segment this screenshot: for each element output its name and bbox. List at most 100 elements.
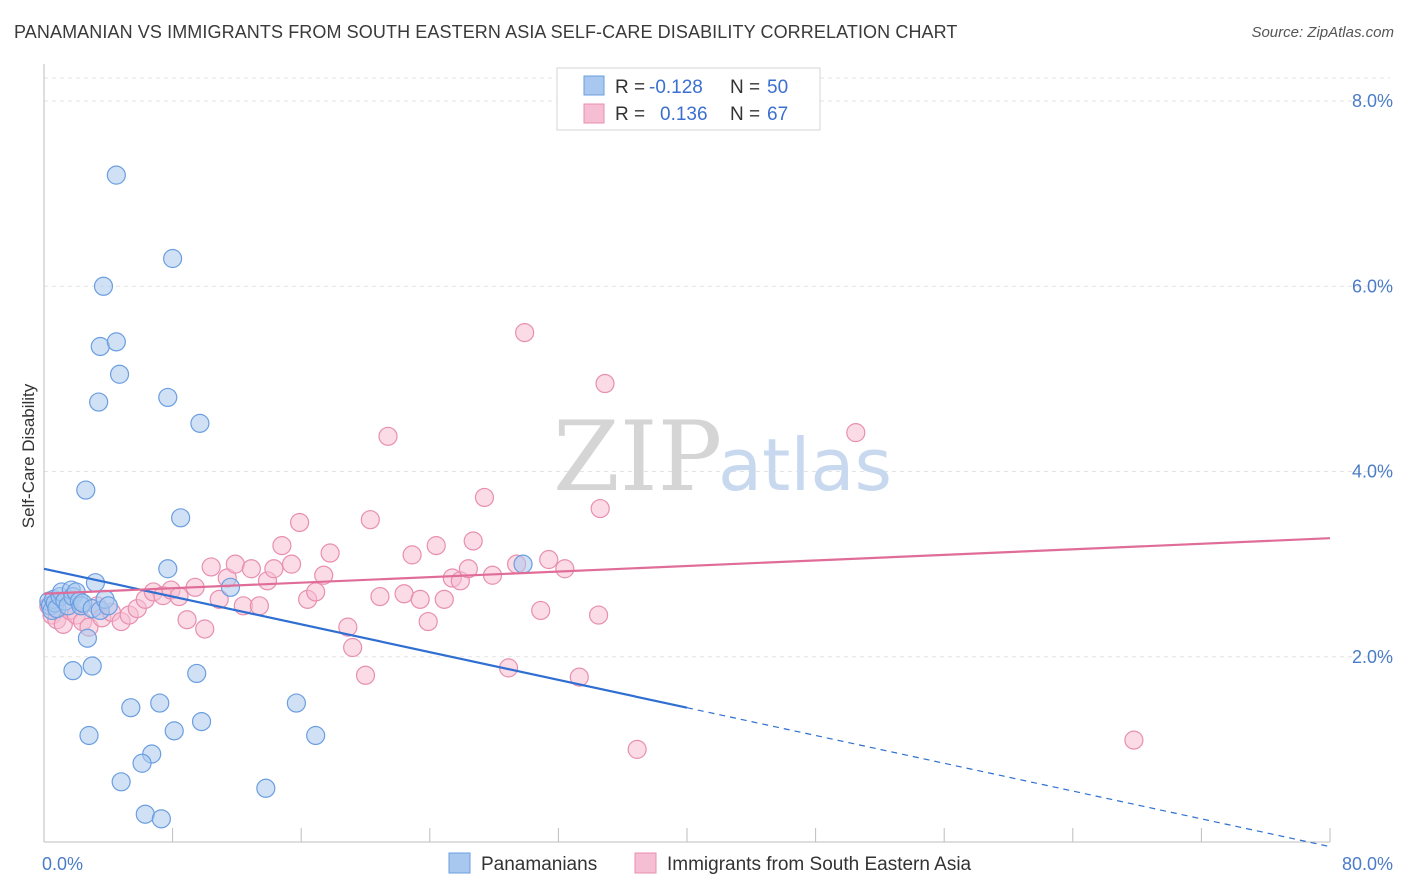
point-panamanians-45 bbox=[306, 725, 326, 746]
point-immigrants-39 bbox=[343, 637, 363, 658]
point-panamanians-48 bbox=[111, 772, 131, 792]
point-immigrants-35 bbox=[306, 582, 326, 602]
x-tick-label-0: 0.0% bbox=[42, 854, 83, 874]
point-immigrants-48 bbox=[426, 536, 446, 556]
trend-line-immigrants bbox=[43, 537, 1331, 595]
point-panamanians-28 bbox=[158, 387, 178, 408]
legend-label-panamanians: Panamanians bbox=[481, 854, 597, 875]
legend-swatch-blue bbox=[583, 75, 605, 96]
point-immigrants-28 bbox=[249, 596, 270, 616]
point-panamanians-50 bbox=[135, 804, 155, 824]
point-panamanians-38 bbox=[187, 663, 207, 684]
legend-r-value-blue: -0.128 bbox=[649, 77, 703, 98]
series-legend: Panamanians Immigrants from South Easter… bbox=[448, 852, 972, 875]
series-immigrants-points bbox=[39, 322, 1144, 759]
series-panamanians-points bbox=[39, 165, 533, 829]
point-immigrants-32 bbox=[281, 554, 302, 574]
point-immigrants-45 bbox=[402, 545, 422, 565]
point-immigrants-58 bbox=[515, 322, 535, 343]
point-panamanians-27 bbox=[89, 392, 109, 412]
point-immigrants-43 bbox=[378, 426, 398, 446]
trend-line-panamanians-extension bbox=[686, 707, 1331, 848]
x-tick-label-1: 80.0% bbox=[1342, 854, 1393, 874]
y-tick-label-3: 8.0% bbox=[1352, 91, 1393, 111]
point-immigrants-64 bbox=[590, 498, 610, 519]
point-panamanians-40 bbox=[286, 693, 306, 713]
axes bbox=[43, 64, 1331, 843]
chart-title: PANAMANIAN VS IMMIGRANTS FROM SOUTH EAST… bbox=[14, 22, 958, 42]
point-panamanians-43 bbox=[164, 721, 184, 741]
point-panamanians-33 bbox=[220, 577, 241, 597]
point-immigrants-66 bbox=[627, 739, 647, 759]
point-immigrants-59 bbox=[531, 600, 551, 621]
point-panamanians-21 bbox=[106, 165, 126, 185]
point-immigrants-40 bbox=[355, 665, 376, 685]
point-immigrants-37 bbox=[320, 543, 340, 563]
y-axis-title: Self-Care Disability bbox=[19, 383, 38, 528]
point-immigrants-63 bbox=[588, 605, 609, 625]
point-immigrants-65 bbox=[595, 373, 615, 394]
point-panamanians-39 bbox=[150, 693, 170, 713]
point-panamanians-34 bbox=[513, 554, 533, 574]
point-panamanians-35 bbox=[77, 628, 98, 648]
y-tick-label-2: 6.0% bbox=[1352, 276, 1393, 296]
point-immigrants-36 bbox=[314, 565, 334, 585]
point-immigrants-19 bbox=[177, 610, 197, 630]
y-tick-label-1: 4.0% bbox=[1352, 462, 1393, 482]
point-immigrants-41 bbox=[360, 510, 380, 530]
stats-legend: R = -0.128 N = 50 R = 0.136 N = 67 bbox=[556, 67, 821, 131]
point-immigrants-33 bbox=[289, 512, 310, 533]
point-immigrants-62 bbox=[569, 667, 589, 687]
legend-swatch-panamanians bbox=[448, 852, 471, 874]
watermark: ZIP atlas bbox=[553, 401, 892, 513]
point-panamanians-42 bbox=[79, 725, 99, 746]
point-immigrants-21 bbox=[195, 619, 215, 639]
point-panamanians-30 bbox=[76, 480, 96, 500]
point-panamanians-44 bbox=[191, 711, 212, 732]
point-immigrants-52 bbox=[458, 559, 478, 579]
point-panamanians-25 bbox=[106, 332, 126, 352]
point-panamanians-22 bbox=[93, 276, 114, 296]
point-immigrants-54 bbox=[474, 487, 495, 508]
point-panamanians-37 bbox=[82, 656, 102, 676]
legend-label-immigrants: Immigrants from South Eastern Asia bbox=[667, 854, 972, 875]
point-immigrants-25 bbox=[225, 554, 245, 574]
point-panamanians-17 bbox=[85, 573, 106, 593]
point-panamanians-23 bbox=[163, 248, 183, 269]
point-panamanians-29 bbox=[190, 413, 210, 433]
point-panamanians-31 bbox=[171, 508, 191, 528]
legend-r-value-pink: 0.136 bbox=[660, 104, 708, 125]
point-panamanians-49 bbox=[256, 778, 276, 798]
point-panamanians-20 bbox=[98, 596, 118, 616]
point-panamanians-26 bbox=[109, 364, 130, 384]
point-immigrants-60 bbox=[539, 549, 559, 570]
legend-n-label-pink: N = bbox=[730, 104, 760, 125]
legend-swatch-pink bbox=[583, 103, 605, 124]
point-immigrants-53 bbox=[463, 531, 483, 551]
point-immigrants-44 bbox=[394, 584, 414, 604]
tick-labels: 2.0% 4.0% 6.0% 8.0% 0.0% 80.0% bbox=[42, 91, 1393, 874]
trend-line-panamanians bbox=[43, 567, 688, 709]
point-immigrants-67 bbox=[846, 423, 866, 443]
trend-lines bbox=[43, 537, 1331, 848]
point-panamanians-51 bbox=[151, 809, 171, 829]
point-immigrants-27 bbox=[241, 559, 261, 579]
point-immigrants-22 bbox=[201, 557, 221, 577]
point-immigrants-49 bbox=[434, 589, 454, 609]
legend-n-value-pink: 67 bbox=[767, 104, 788, 125]
point-panamanians-32 bbox=[158, 559, 178, 579]
legend-n-value-blue: 50 bbox=[767, 77, 788, 98]
legend-r-label-pink: R = bbox=[615, 104, 645, 125]
point-panamanians-36 bbox=[63, 661, 83, 681]
point-panamanians-47 bbox=[132, 753, 152, 773]
legend-r-label-blue: R = bbox=[615, 77, 645, 98]
source-credit: Source: ZipAtlas.com bbox=[1251, 24, 1394, 41]
point-immigrants-38 bbox=[338, 617, 358, 637]
point-immigrants-31 bbox=[272, 536, 292, 556]
point-panamanians-41 bbox=[121, 698, 141, 718]
point-immigrants-61 bbox=[555, 559, 575, 579]
watermark-atlas: atlas bbox=[718, 423, 892, 507]
y-tick-label-0: 2.0% bbox=[1352, 647, 1393, 667]
point-immigrants-46 bbox=[410, 589, 430, 609]
